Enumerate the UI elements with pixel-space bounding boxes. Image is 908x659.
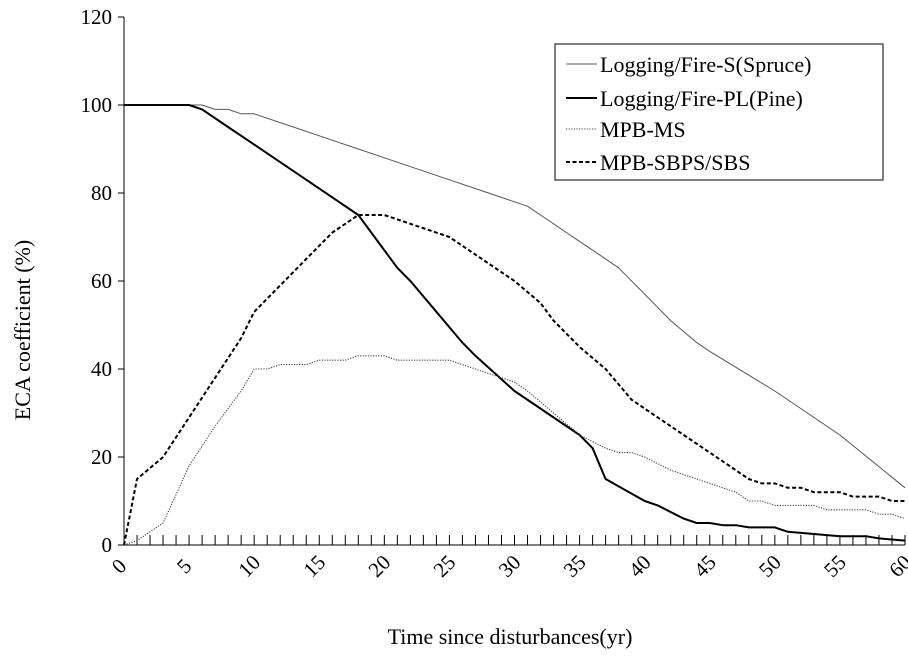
legend-label: MPB-SBPS/SBS (600, 150, 750, 175)
y-tick-label: 0 (102, 533, 113, 557)
y-tick-label: 40 (91, 357, 112, 381)
x-tick-label: 40 (624, 550, 656, 582)
x-tick-label: 15 (298, 550, 330, 582)
y-tick-label: 60 (91, 269, 112, 293)
x-tick-label: 30 (494, 550, 526, 582)
x-tick-label: 5 (172, 554, 196, 578)
series-line-2 (124, 104, 906, 542)
legend-label: MPB-MS (600, 117, 686, 142)
y-tick-label: 100 (81, 93, 113, 117)
x-tick-label: 0 (107, 554, 131, 578)
legend-label: Logging/Fire-PL(Pine) (600, 86, 803, 111)
x-tick-label: 20 (363, 550, 395, 582)
legend: Logging/Fire-S(Spruce) Logging/Fire-PL(Pi… (554, 43, 884, 181)
y-tick-label: 20 (91, 445, 112, 469)
series-line-4 (123, 214, 905, 546)
y-tick-label: 80 (91, 181, 112, 205)
x-tick-label: 50 (754, 550, 786, 582)
series-line-3 (123, 355, 906, 546)
x-axis: 0 5 10 15 20 25 30 35 40 45 50 55 60 (107, 535, 908, 582)
x-tick-label: 10 (233, 550, 265, 582)
y-axis-label: ECA coefficient (%) (10, 240, 35, 420)
legend-box (554, 43, 884, 181)
series-line-1 (124, 104, 906, 489)
legend-label: Logging/Fire-S(Spruce) (600, 52, 811, 77)
x-tick-label: 25 (429, 550, 461, 582)
x-tick-label: 60 (884, 550, 908, 582)
x-tick-label: 35 (559, 550, 591, 582)
x-tick-label: 55 (819, 550, 851, 582)
x-axis-label: Time since disturbances(yr) (388, 624, 633, 649)
y-tick-label: 120 (81, 5, 113, 29)
series-lines (123, 104, 906, 546)
y-axis: 0 20 40 60 80 100 120 (81, 5, 125, 557)
x-tick-label: 45 (689, 550, 721, 582)
